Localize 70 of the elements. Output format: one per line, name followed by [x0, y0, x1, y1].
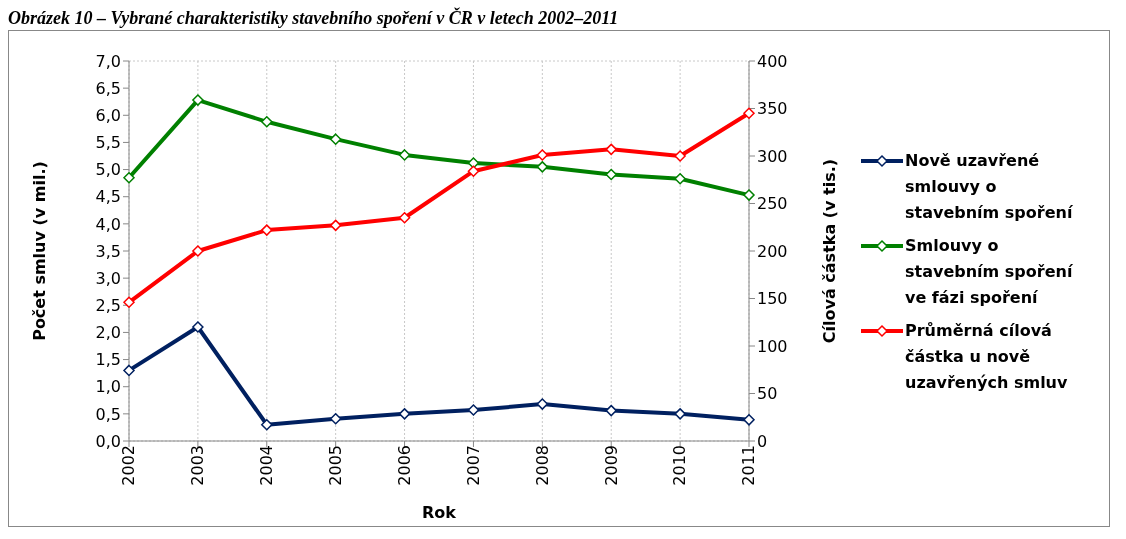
- y2-tick-label: 350: [757, 99, 788, 119]
- y-axis-title: Počet smluv (v mil.): [29, 161, 49, 341]
- legend-label: Smlouvy o stavebním spoření ve fázi spoření: [905, 235, 1074, 309]
- point: [605, 168, 617, 181]
- y2-tick-label: 100: [757, 336, 788, 356]
- point: [674, 173, 686, 185]
- y2-tick-label: 200: [757, 241, 788, 261]
- y2-tick-label: 300: [757, 146, 788, 166]
- point: [605, 404, 617, 417]
- point: [398, 149, 411, 161]
- legend-label: Průměrná cílová částka u nově uzavřených smluv: [905, 320, 1069, 394]
- point: [467, 165, 480, 177]
- y-tick-label: 5,0: [95, 160, 121, 180]
- x-tick-label: 2011: [739, 445, 759, 486]
- x-tick-label: 2006: [394, 445, 414, 486]
- point: [261, 116, 273, 128]
- y-tick-label: 3,5: [95, 241, 121, 261]
- point: [743, 107, 755, 119]
- legend-label: Nově uzavřené smlouvy o stavebním spoření: [905, 150, 1074, 224]
- y-tick-label: 1,5: [95, 350, 121, 370]
- x-tick-label: 2007: [463, 445, 483, 486]
- x-tick-label: 2008: [532, 445, 552, 486]
- y-tick-label: 4,5: [95, 187, 121, 207]
- y-tick-label: 2,5: [95, 295, 121, 315]
- x-tick-label: 2004: [257, 445, 277, 486]
- y-tick-label: 4,0: [95, 214, 121, 234]
- point: [192, 245, 204, 257]
- point: [398, 408, 411, 420]
- point: [123, 364, 135, 377]
- point: [674, 408, 686, 420]
- point: [743, 414, 755, 426]
- point: [536, 161, 549, 173]
- point: [123, 171, 135, 184]
- y-tick-label: 7,0: [95, 51, 121, 71]
- point: [261, 418, 273, 431]
- y2-tick-label: 150: [757, 289, 788, 309]
- y-tick-label: 3,0: [95, 268, 121, 288]
- point: [192, 94, 204, 106]
- point: [536, 398, 549, 410]
- point: [261, 224, 273, 236]
- x-tick-label: 2009: [601, 445, 621, 486]
- point: [123, 296, 135, 309]
- point: [192, 321, 204, 333]
- point: [398, 212, 411, 224]
- point: [467, 404, 480, 416]
- y2-tick-label: 400: [757, 51, 788, 71]
- y2-tick-label: 0: [757, 431, 768, 451]
- x-axis-title: Rok: [422, 503, 457, 522]
- point: [605, 143, 617, 156]
- y-tick-label: 6,0: [95, 105, 121, 125]
- x-tick-label: 2002: [119, 445, 139, 486]
- y2-tick-label: 50: [757, 384, 778, 404]
- point: [536, 149, 549, 161]
- point: [674, 150, 686, 162]
- y-tick-label: 0,0: [95, 431, 121, 451]
- x-tick-label: 2010: [670, 445, 690, 486]
- x-tick-label: 2005: [326, 445, 346, 486]
- point: [743, 189, 755, 201]
- x-tick-label: 2003: [188, 445, 208, 486]
- y-tick-label: 0,5: [95, 404, 121, 424]
- y2-axis-title: Cílová částka (v tis.): [819, 158, 839, 344]
- point: [329, 412, 342, 425]
- point: [329, 133, 342, 145]
- chart-title: Obrázek 10 – Vybrané charakteristiky stavebního spoření v ČR v letech 2002–2011: [8, 8, 620, 30]
- point: [467, 157, 480, 169]
- y-tick-label: 1,0: [95, 377, 121, 397]
- y-tick-label: 5,5: [95, 133, 121, 153]
- y-tick-label: 6,5: [95, 78, 121, 98]
- y-tick-label: 2,0: [95, 323, 121, 343]
- y2-tick-label: 250: [757, 194, 788, 214]
